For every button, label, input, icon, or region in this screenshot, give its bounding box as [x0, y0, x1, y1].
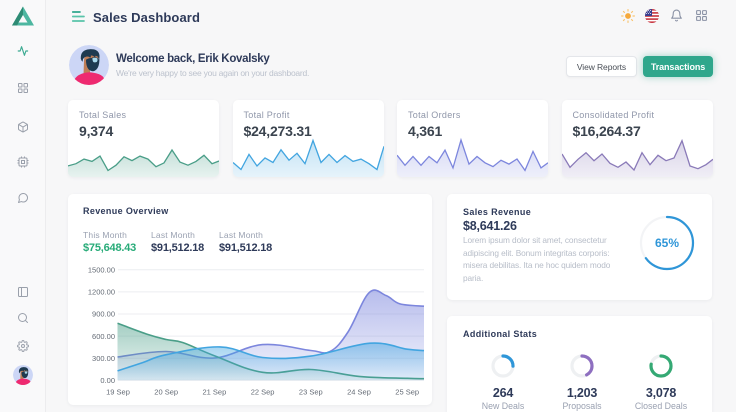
svg-text:600.00: 600.00: [92, 332, 115, 341]
svg-text:0.00: 0.00: [100, 376, 115, 385]
svg-text:25 Sep: 25 Sep: [395, 387, 419, 396]
svg-text:19 Sep: 19 Sep: [106, 387, 130, 396]
svg-text:65%: 65%: [655, 236, 679, 250]
svg-text:1500.00: 1500.00: [88, 266, 115, 275]
svg-text:20 Sep: 20 Sep: [154, 387, 178, 396]
svg-text:22 Sep: 22 Sep: [251, 387, 275, 396]
svg-text:24 Sep: 24 Sep: [347, 387, 371, 396]
svg-text:1200.00: 1200.00: [88, 288, 115, 297]
svg-text:23 Sep: 23 Sep: [299, 387, 323, 396]
svg-text:300.00: 300.00: [92, 354, 115, 363]
svg-text:21 Sep: 21 Sep: [203, 387, 227, 396]
svg-text:900.00: 900.00: [92, 310, 115, 319]
